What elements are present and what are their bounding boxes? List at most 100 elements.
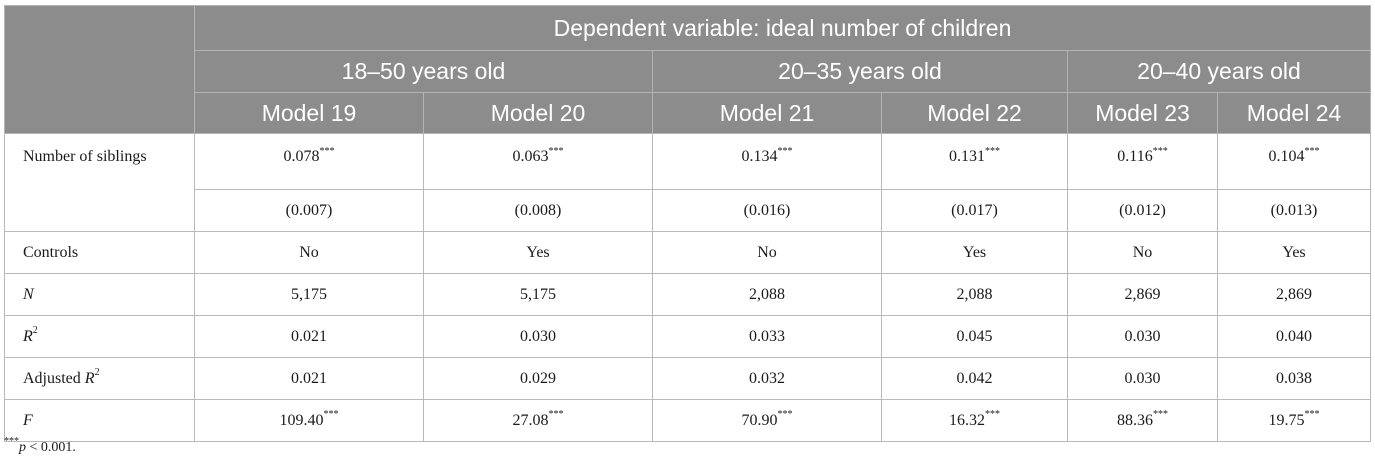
regression-table: Dependent variable: ideal number of chil… [4, 5, 1372, 442]
f-cell: 19.75*** [1216, 399, 1372, 442]
group-header-20-40: 20–40 years old [1066, 50, 1372, 93]
significance-stars: *** [548, 409, 564, 421]
row-label-controls: Controls [4, 231, 195, 274]
r2-label-text: R [23, 327, 33, 345]
row-label-adj-r2: Adjusted R2 [4, 357, 195, 400]
table-row: F 109.40*** 27.08*** 70.90*** 16.32*** 8… [4, 399, 1372, 442]
controls-cell: No [1067, 231, 1218, 274]
adj-r2-label-italic: R [84, 369, 95, 387]
significance-stars: *** [777, 145, 793, 157]
significance-stars: *** [1153, 409, 1168, 421]
model-header: Model 20 [423, 92, 653, 134]
table-row: Adjusted R2 0.021 0.029 0.032 0.042 0.03… [4, 357, 1372, 400]
coef-cell: 0.078*** [194, 133, 424, 190]
footnote-text: < 0.001. [26, 440, 76, 455]
f-value: 70.90 [741, 411, 778, 429]
n-cell: 2,869 [1067, 273, 1218, 316]
controls-cell: Yes [423, 231, 653, 274]
controls-cell: No [194, 231, 424, 274]
r2-cell: 0.045 [881, 315, 1068, 358]
coef-cell: 0.104*** [1216, 133, 1372, 190]
f-cell: 16.32*** [881, 399, 1068, 442]
coef-cell: 0.131*** [881, 133, 1068, 190]
r2-cell: 0.030 [1067, 315, 1218, 358]
f-cell: 88.36*** [1067, 399, 1218, 442]
row-label-f: F [4, 399, 195, 442]
significance-stars: *** [985, 145, 1000, 157]
f-cell: 27.08*** [423, 399, 653, 442]
model-header: Model 22 [881, 92, 1068, 134]
se-cell: (0.012) [1067, 189, 1218, 232]
table-row: Number of siblings 0.078*** 0.063*** 0.1… [4, 133, 1372, 232]
significance-stars: *** [319, 145, 335, 157]
f-value: 19.75 [1268, 411, 1305, 429]
f-value: 109.40 [279, 411, 324, 429]
group-header-20-35: 20–35 years old [652, 50, 1068, 93]
adj-r2-label-sup: 2 [94, 367, 100, 379]
row-label-n: N [4, 273, 195, 316]
r2-label-sup: 2 [32, 325, 38, 337]
f-cell: 70.90*** [652, 399, 882, 442]
dependent-variable-header: Dependent variable: ideal number of chil… [193, 5, 1372, 51]
group-header-18-50: 18–50 years old [194, 50, 653, 93]
controls-cell: Yes [1216, 231, 1372, 274]
significance-stars: *** [1304, 145, 1320, 157]
model-header: Model 19 [194, 92, 424, 134]
adj-r2-cell: 0.030 [1067, 357, 1218, 400]
coef-cell: 0.063*** [423, 133, 653, 190]
significance-stars: *** [777, 409, 793, 421]
controls-cell: Yes [881, 231, 1068, 274]
table-row: (0.007) (0.008) (0.016) (0.017) (0.012) … [5, 189, 1372, 232]
coef-value: 0.134 [741, 148, 778, 165]
n-cell: 5,175 [423, 273, 653, 316]
se-cell: (0.007) [194, 189, 424, 232]
se-cell: (0.008) [423, 189, 653, 232]
footnote-p: p [19, 440, 26, 455]
controls-cell: No [652, 231, 882, 274]
f-value: 16.32 [949, 411, 985, 429]
table-row: Controls No Yes No Yes No Yes [4, 231, 1372, 274]
coef-cell: 0.134*** [652, 133, 882, 190]
adj-r2-label-text: Adjusted [23, 369, 85, 387]
coef-cell: 0.116*** [1067, 133, 1218, 190]
table-body: Number of siblings 0.078*** 0.063*** 0.1… [4, 133, 1372, 442]
f-cell: 109.40*** [194, 399, 424, 442]
table-header: Dependent variable: ideal number of chil… [4, 5, 1372, 134]
n-cell: 5,175 [194, 273, 424, 316]
n-cell: 2,088 [881, 273, 1068, 316]
r2-cell: 0.033 [652, 315, 882, 358]
table-row: R2 0.021 0.030 0.033 0.045 0.030 0.040 [4, 315, 1372, 358]
row-label-r2: R2 [4, 315, 195, 358]
coef-value: 0.063 [512, 148, 549, 165]
adj-r2-cell: 0.032 [652, 357, 882, 400]
adj-r2-cell: 0.042 [881, 357, 1068, 400]
significance-stars: *** [323, 409, 339, 421]
n-cell: 2,869 [1216, 273, 1372, 316]
r2-cell: 0.021 [194, 315, 424, 358]
coef-value: 0.116 [1117, 148, 1153, 165]
coef-value: 0.104 [1268, 148, 1305, 165]
adj-r2-cell: 0.029 [423, 357, 653, 400]
f-value: 88.36 [1117, 411, 1153, 429]
model-header: Model 23 [1067, 92, 1218, 134]
se-cell: (0.016) [652, 189, 882, 232]
se-cell: (0.013) [1216, 189, 1372, 232]
r2-cell: 0.040 [1216, 315, 1372, 358]
r2-cell: 0.030 [423, 315, 653, 358]
f-value: 27.08 [512, 411, 549, 429]
row-label-siblings: Number of siblings [4, 133, 195, 232]
adj-r2-cell: 0.038 [1216, 357, 1372, 400]
coef-value: 0.131 [949, 148, 985, 165]
table-footnote: ***p < 0.001. [4, 437, 76, 456]
model-header: Model 24 [1216, 92, 1372, 134]
header-corner [4, 5, 195, 134]
table-row: N 5,175 5,175 2,088 2,088 2,869 2,869 [4, 273, 1372, 316]
coef-value: 0.078 [283, 148, 320, 165]
se-cell: (0.017) [881, 189, 1068, 232]
model-header: Model 21 [652, 92, 882, 134]
adj-r2-cell: 0.021 [194, 357, 424, 400]
significance-stars: *** [1152, 145, 1168, 157]
significance-stars: *** [548, 145, 564, 157]
footnote-stars: *** [4, 436, 19, 448]
n-cell: 2,088 [652, 273, 882, 316]
